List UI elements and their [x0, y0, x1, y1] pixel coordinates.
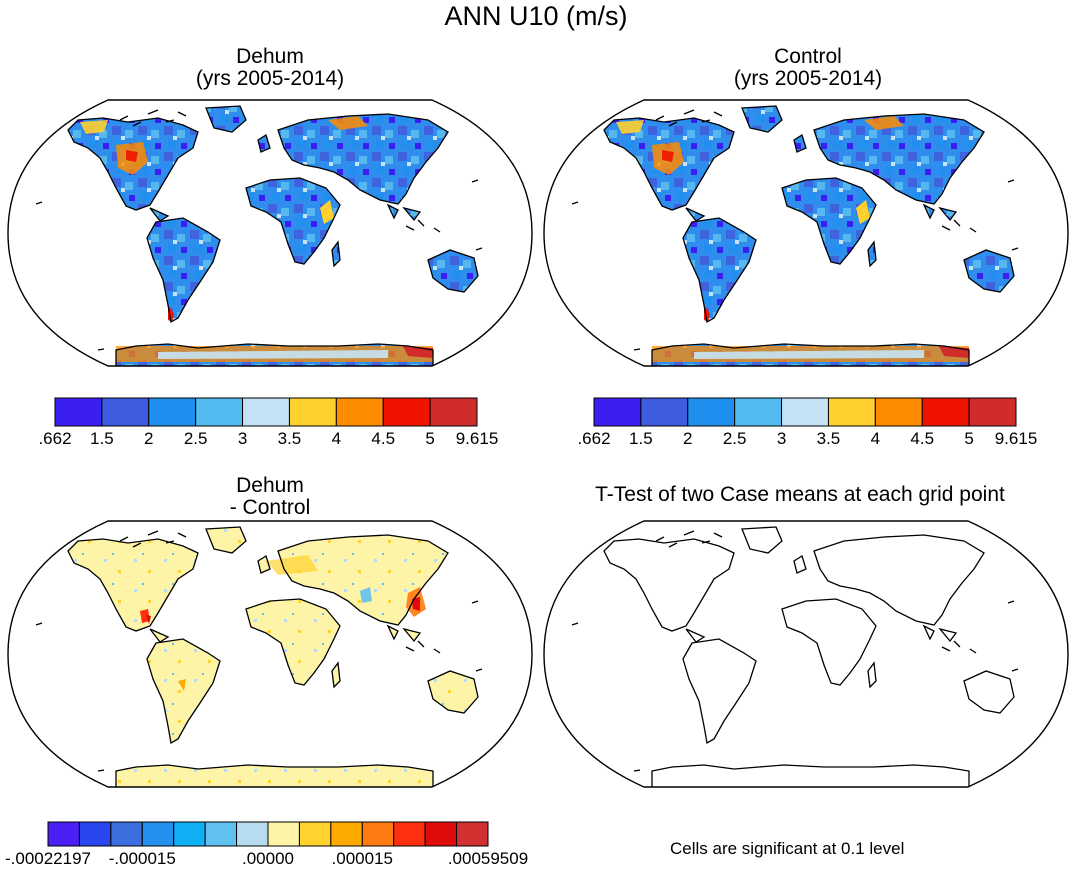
colorbar-swatch: [288, 397, 337, 427]
control-map: [543, 99, 1069, 367]
dehum-title-line2: (yrs 2005-2014): [195, 67, 345, 90]
colorbar-tick-label: 2: [144, 429, 154, 448]
colorbar-swatch: [141, 821, 175, 847]
colorbar-swatch: [827, 397, 876, 427]
control-panel-title: Control (yrs 2005-2014): [678, 46, 938, 90]
colorbar-swatch: [593, 397, 642, 427]
colorbar-swatch: [687, 397, 736, 427]
colorbar-tick-label: .000015: [331, 849, 394, 868]
colorbar-tick-label: 5: [964, 429, 974, 448]
colorbar-tick-label: 2.5: [722, 429, 747, 448]
colorbar-tick-label: .662: [577, 429, 611, 448]
colorbar-swatch: [921, 397, 970, 427]
diff-panel-title: Dehum - Control: [140, 475, 400, 519]
dehum-panel-title: Dehum (yrs 2005-2014): [140, 46, 400, 90]
ttest-map: [543, 520, 1069, 788]
colorbar-swatch: [382, 397, 431, 427]
diff-title-line1: Dehum: [236, 474, 304, 497]
ttest-panel-title: T-Test of two Case means at each grid po…: [595, 483, 1005, 506]
colorbar-swatch: [424, 821, 458, 847]
colorbar-tick-label: .662: [38, 429, 72, 448]
colorbar-swatch: [874, 397, 923, 427]
colorbar-tick-label: 5: [425, 429, 435, 448]
colorbar-tick-label: -.000015: [108, 849, 176, 868]
dehum-title-line1: Dehum: [236, 45, 304, 68]
colorbar-swatch: [429, 397, 478, 427]
colorbar-swatch: [78, 821, 112, 847]
control-title-line1: Control: [774, 45, 842, 68]
colorbar-tick-label: 3: [776, 429, 787, 448]
dehum-colorbar: [54, 397, 478, 427]
colorbar-swatch: [110, 821, 143, 847]
colorbar-tick-label: 2.5: [183, 429, 208, 448]
dehum-map: [7, 99, 533, 367]
colorbar-swatch: [361, 821, 395, 847]
colorbar-swatch: [968, 397, 1017, 427]
colorbar-tick-label: 3: [237, 429, 248, 448]
colorbar-swatch: [101, 397, 150, 427]
colorbar-swatch: [47, 821, 80, 847]
colorbar-swatch: [267, 821, 300, 847]
colorbar-tick-label: 1.5: [90, 429, 114, 448]
control-colorbar: [593, 397, 1017, 427]
colorbar-tick-label: -.00022197: [4, 849, 92, 868]
colorbar-tick-label: 1.5: [629, 429, 653, 448]
colorbar-tick-label: 4.5: [910, 429, 935, 448]
colorbar-swatch: [148, 397, 197, 427]
colorbar-tick-label: 3.5: [277, 429, 302, 448]
colorbar-tick-label: 4: [331, 429, 342, 448]
colorbar-swatch: [335, 397, 384, 427]
colorbar-tick-label: 4.5: [371, 429, 396, 448]
colorbar-swatch: [173, 821, 206, 847]
diff-colorbar: [47, 821, 489, 847]
colorbar-tick-label: .00059509: [447, 849, 529, 868]
colorbar-swatch: [393, 821, 426, 847]
colorbar-tick-label: 4: [870, 429, 881, 448]
colorbar-swatch: [640, 397, 689, 427]
figure-title: ANN U10 (m/s): [444, 1, 628, 31]
control-title-line2: (yrs 2005-2014): [733, 67, 883, 90]
colorbar-tick-label: 3.5: [816, 429, 841, 448]
colorbar-swatch: [236, 821, 269, 847]
colorbar-tick-label: 2: [683, 429, 693, 448]
colorbar-swatch: [195, 397, 244, 427]
diff-title-line2: - Control: [229, 496, 311, 519]
colorbar-swatch: [456, 821, 489, 847]
diff-map: [7, 520, 533, 788]
colorbar-swatch: [242, 397, 290, 427]
colorbar-swatch: [298, 821, 332, 847]
colorbar-tick-label: .00000: [242, 849, 294, 868]
ttest-caption: Cells are significant at 0.1 level: [670, 839, 905, 858]
colorbar-swatch: [734, 397, 783, 427]
colorbar-tick-label: 9.615: [994, 429, 1038, 448]
colorbar-swatch: [54, 397, 103, 427]
colorbar-swatch: [330, 821, 363, 847]
colorbar-swatch: [204, 821, 238, 847]
colorbar-swatch: [781, 397, 829, 427]
colorbar-tick-label: 9.615: [455, 429, 499, 448]
